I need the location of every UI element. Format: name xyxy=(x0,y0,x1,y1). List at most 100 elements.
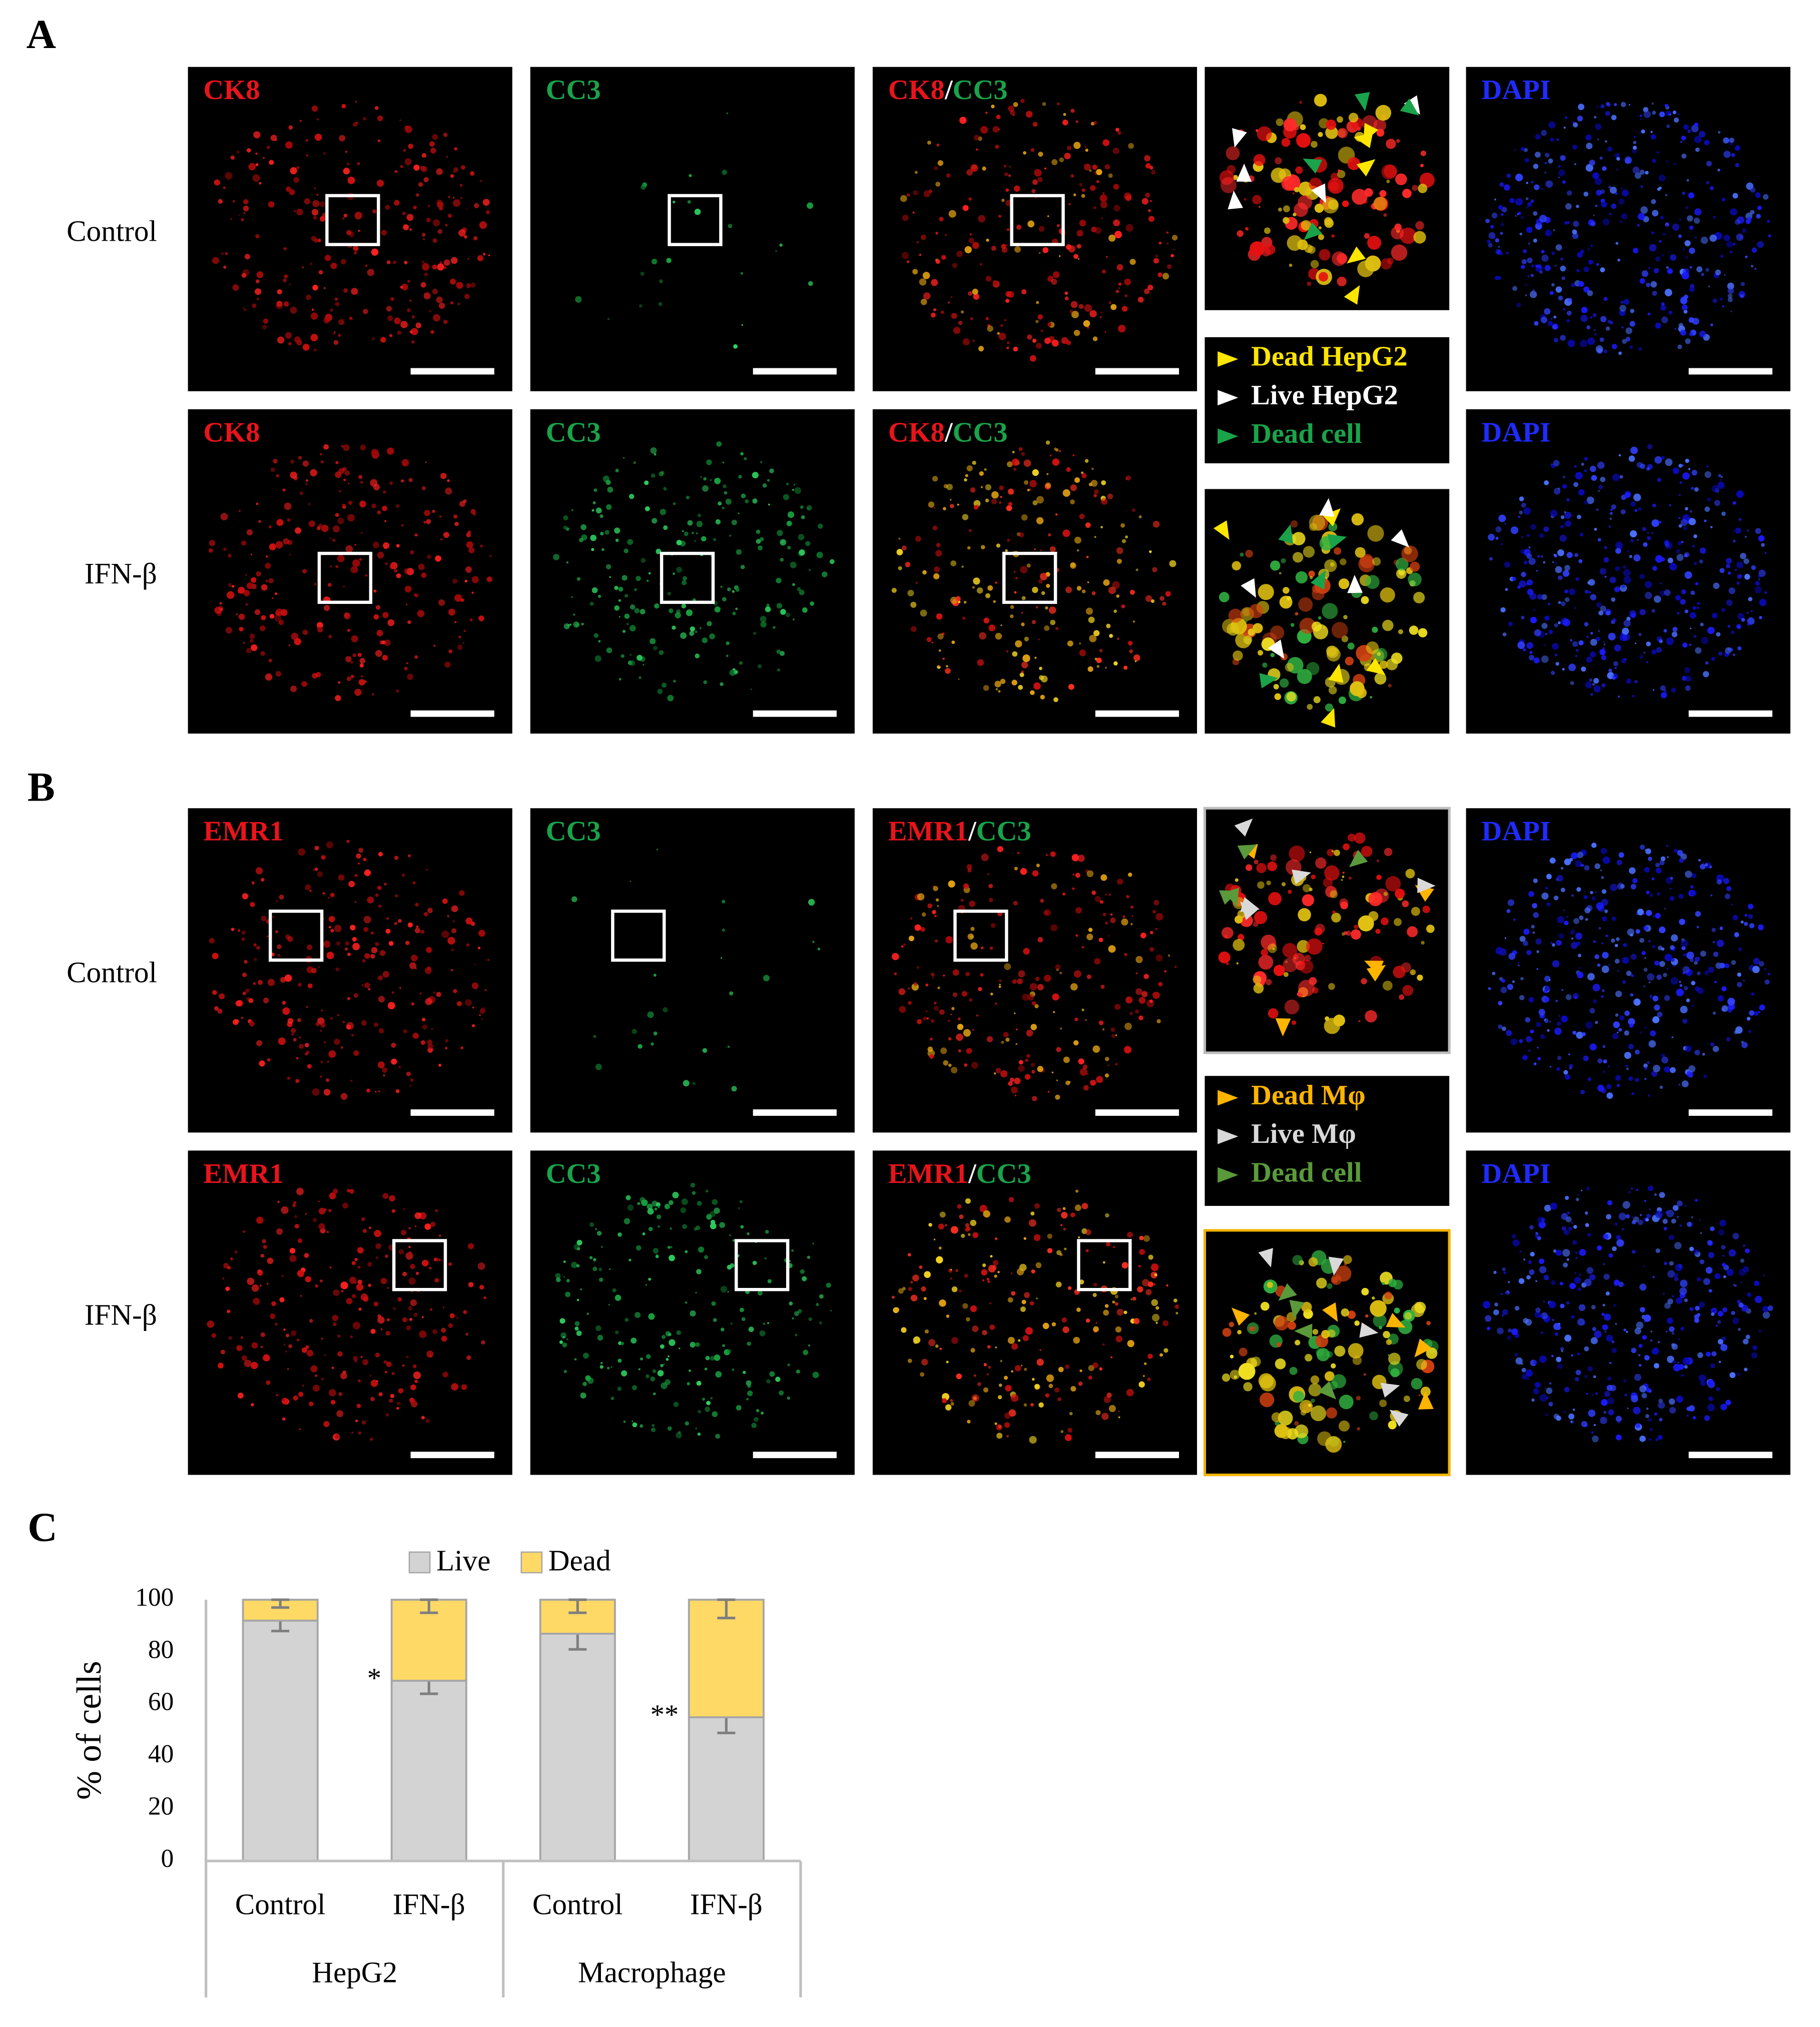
cell-signal xyxy=(358,862,360,865)
cell-signal xyxy=(1047,1233,1052,1239)
cell-signal xyxy=(1014,1094,1017,1097)
cell-signal xyxy=(998,332,1006,340)
cell-signal xyxy=(406,214,414,221)
cell-signal xyxy=(487,959,489,961)
cell-signal xyxy=(1630,974,1634,977)
cell-signal xyxy=(1258,584,1274,600)
cell-signal xyxy=(1628,1076,1633,1081)
cell-signal xyxy=(1556,875,1563,882)
cell-signal xyxy=(962,205,969,211)
cell-signal xyxy=(1027,334,1032,340)
cell-signal xyxy=(263,1354,270,1362)
cell-signal xyxy=(1727,297,1733,303)
cell-signal xyxy=(933,1238,936,1240)
cell-signal xyxy=(1694,236,1697,239)
cell-signal xyxy=(1138,1381,1145,1388)
cell-signal xyxy=(308,1401,314,1407)
cell-signal xyxy=(1589,678,1592,682)
cell-signal xyxy=(750,688,753,691)
cell-signal xyxy=(611,1397,615,1400)
cell-signal xyxy=(632,1422,638,1428)
cell-signal xyxy=(618,586,624,592)
cell-signal xyxy=(639,304,643,308)
cell-signal xyxy=(407,280,411,283)
cell-signal xyxy=(1062,489,1070,497)
cell-signal xyxy=(1566,319,1570,323)
cell-signal xyxy=(978,215,986,223)
cell-signal xyxy=(1031,1001,1036,1006)
cell-signal xyxy=(1100,201,1108,209)
cell-signal xyxy=(1493,1309,1499,1315)
cell-signal xyxy=(1680,1326,1684,1331)
cell-signal xyxy=(466,208,468,210)
cell-signal xyxy=(578,537,584,542)
cell-signal xyxy=(914,924,921,931)
cell-signal xyxy=(323,1421,330,1428)
cell-signal xyxy=(387,315,393,321)
cell-signal xyxy=(1570,681,1574,685)
cell-signal xyxy=(576,1330,582,1336)
cell-signal xyxy=(1716,939,1724,947)
cell-signal xyxy=(1717,1310,1724,1317)
cell-signal xyxy=(808,1344,811,1346)
cell-signal xyxy=(902,1286,906,1290)
cell-signal xyxy=(383,1074,385,1077)
cell-signal xyxy=(1622,565,1626,569)
cell-signal xyxy=(1606,1334,1613,1342)
cell-signal xyxy=(225,626,233,634)
cell-signal xyxy=(1521,615,1525,619)
cell-signal xyxy=(1630,884,1636,890)
cell-signal xyxy=(1568,1064,1573,1069)
cell-signal xyxy=(1313,696,1321,704)
cell-signal xyxy=(271,952,275,956)
cell-signal xyxy=(1715,1324,1718,1327)
cell-signal xyxy=(1418,184,1428,194)
cell-signal xyxy=(1648,981,1651,984)
cell-signal xyxy=(1745,1334,1750,1339)
cell-signal xyxy=(1734,219,1740,225)
cell-signal xyxy=(955,596,961,601)
cell-signal xyxy=(1115,1335,1122,1342)
cell-signal xyxy=(1689,287,1695,292)
cell-signal xyxy=(421,1017,426,1022)
cell-signal xyxy=(646,1354,651,1359)
cell-signal xyxy=(305,1345,309,1349)
cell-signal xyxy=(404,666,408,670)
cell-signal xyxy=(1033,682,1041,690)
cell-signal xyxy=(489,555,492,557)
cell-signal xyxy=(982,166,986,171)
cell-signal xyxy=(1105,1242,1110,1247)
cell-signal xyxy=(408,1306,413,1310)
cell-signal xyxy=(254,958,257,961)
cell-signal xyxy=(937,633,944,640)
cell-signal xyxy=(1613,661,1618,666)
cell-signal xyxy=(1533,238,1537,243)
cell-signal xyxy=(998,128,1000,131)
cell-signal xyxy=(457,302,460,305)
cell-signal xyxy=(1649,995,1653,999)
cell-signal xyxy=(1654,1412,1657,1416)
cell-signal xyxy=(1685,206,1688,209)
cell-signal xyxy=(1658,520,1661,524)
cell-signal xyxy=(723,484,727,488)
cell-signal xyxy=(479,1014,481,1016)
scale-bar xyxy=(1095,710,1179,717)
cell-signal xyxy=(1659,1418,1663,1422)
cell-signal xyxy=(467,530,471,534)
cell-signal xyxy=(332,538,336,542)
cell-signal xyxy=(970,317,973,321)
cell-signal xyxy=(1092,165,1097,170)
cell-signal xyxy=(1387,257,1394,265)
cell-signal xyxy=(460,197,463,200)
cell-signal xyxy=(1696,926,1699,929)
cell-signal xyxy=(1541,622,1548,629)
cell-signal xyxy=(1694,986,1700,992)
cell-signal xyxy=(238,214,240,216)
cell-signal xyxy=(951,1286,958,1292)
cell-signal xyxy=(1034,548,1036,550)
cell-signal xyxy=(785,612,790,617)
cell-signal xyxy=(985,498,989,502)
cell-signal xyxy=(803,1349,809,1356)
cell-signal xyxy=(263,318,269,324)
cell-signal xyxy=(312,672,318,679)
